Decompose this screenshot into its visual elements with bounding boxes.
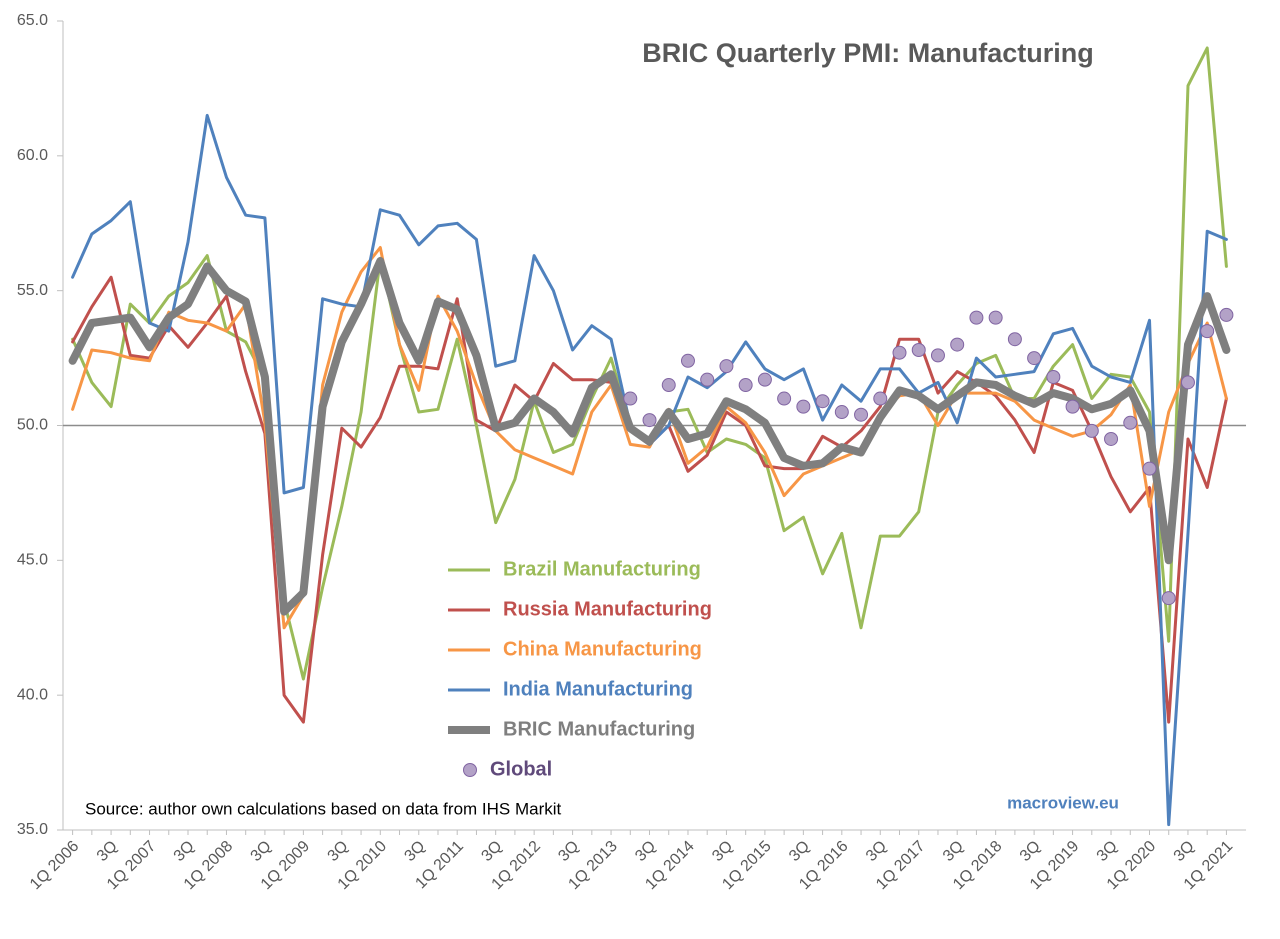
series-line xyxy=(68,257,1231,616)
global-marker xyxy=(757,372,772,387)
legend-label: Brazil Manufacturing xyxy=(503,558,701,580)
legend-label: China Manufacturing xyxy=(503,638,702,660)
global-marker xyxy=(1142,461,1157,476)
global-marker xyxy=(1084,423,1099,438)
global-marker xyxy=(892,345,907,360)
global-marker xyxy=(1104,431,1119,446)
global-marker xyxy=(854,407,869,422)
global-marker xyxy=(680,353,695,368)
global-marker xyxy=(1219,307,1234,322)
y-tick-label: 50.0 xyxy=(17,417,48,434)
global-marker xyxy=(1123,415,1138,430)
global-marker xyxy=(796,399,811,414)
global-marker xyxy=(719,359,734,374)
legend-label: BRIC Manufacturing xyxy=(503,718,695,740)
source-note: Source: author own calculations based on… xyxy=(85,799,562,818)
global-marker xyxy=(1065,399,1080,414)
global-marker xyxy=(834,405,849,420)
chart-title: BRIC Quarterly PMI: Manufacturing xyxy=(642,38,1094,68)
global-marker xyxy=(873,391,888,406)
y-tick-label: 60.0 xyxy=(17,147,48,164)
y-tick-label: 45.0 xyxy=(17,552,48,569)
global-marker xyxy=(1161,591,1176,606)
global-marker xyxy=(738,378,753,393)
global-marker xyxy=(1200,324,1215,339)
global-marker xyxy=(700,372,715,387)
global-marker xyxy=(815,394,830,409)
global-marker xyxy=(623,391,638,406)
global-marker xyxy=(930,348,945,363)
y-tick-label: 40.0 xyxy=(17,686,48,703)
global-marker xyxy=(661,378,676,393)
legend-label: Russia Manufacturing xyxy=(503,598,712,620)
global-marker xyxy=(911,342,926,357)
y-tick-label: 35.0 xyxy=(17,821,48,838)
global-marker xyxy=(1180,375,1195,390)
global-marker xyxy=(777,391,792,406)
global-marker xyxy=(1007,332,1022,347)
y-tick-label: 65.0 xyxy=(17,12,48,29)
legend-marker xyxy=(463,763,477,777)
global-marker xyxy=(950,337,965,352)
global-marker xyxy=(1027,351,1042,366)
global-marker xyxy=(1046,369,1061,384)
legend-label: India Manufacturing xyxy=(503,678,693,700)
legend-label: Global xyxy=(490,758,552,780)
y-tick-label: 55.0 xyxy=(17,282,48,299)
global-marker xyxy=(988,310,1003,325)
global-marker xyxy=(642,413,657,428)
watermark: macroview.eu xyxy=(1007,793,1119,812)
global-marker xyxy=(969,310,984,325)
